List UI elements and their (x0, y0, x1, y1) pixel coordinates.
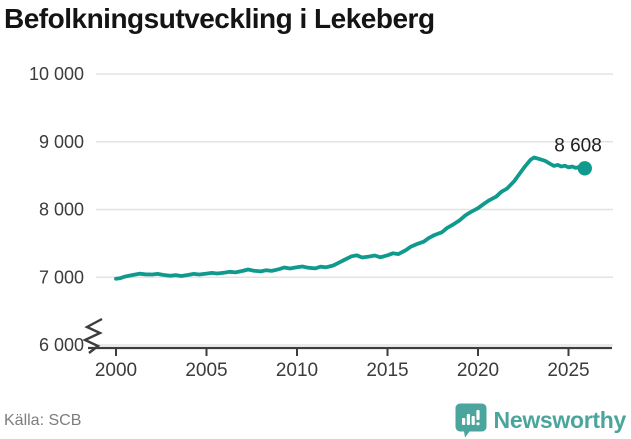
x-axis-label: 2000 (95, 360, 137, 381)
y-axis-label: 6 000 (39, 335, 84, 355)
newsworthy-badge-icon (455, 403, 487, 437)
y-axis-label: 7 000 (39, 267, 84, 287)
y-axis-label: 8 000 (39, 200, 84, 220)
x-axis-label: 2010 (276, 360, 318, 381)
y-axis-label: 10 000 (29, 64, 84, 84)
end-point-marker (577, 161, 592, 176)
x-axis-label: 2020 (457, 360, 499, 381)
newsworthy-logo: Newsworthy (455, 402, 626, 438)
x-axis-label: 2015 (366, 360, 408, 381)
chart-title: Befolkningsutveckling i Lekeberg (4, 3, 435, 34)
population-line (114, 155, 587, 281)
source-label: Källa: SCB (4, 412, 82, 429)
axis-break-icon (82, 317, 103, 354)
y-axis-label: 9 000 (39, 132, 84, 152)
x-axis-label: 2025 (547, 360, 589, 381)
brand-name: Newsworthy (493, 406, 627, 433)
end-value-label: 8 608 (554, 135, 602, 156)
x-axis-label: 2005 (185, 360, 227, 381)
